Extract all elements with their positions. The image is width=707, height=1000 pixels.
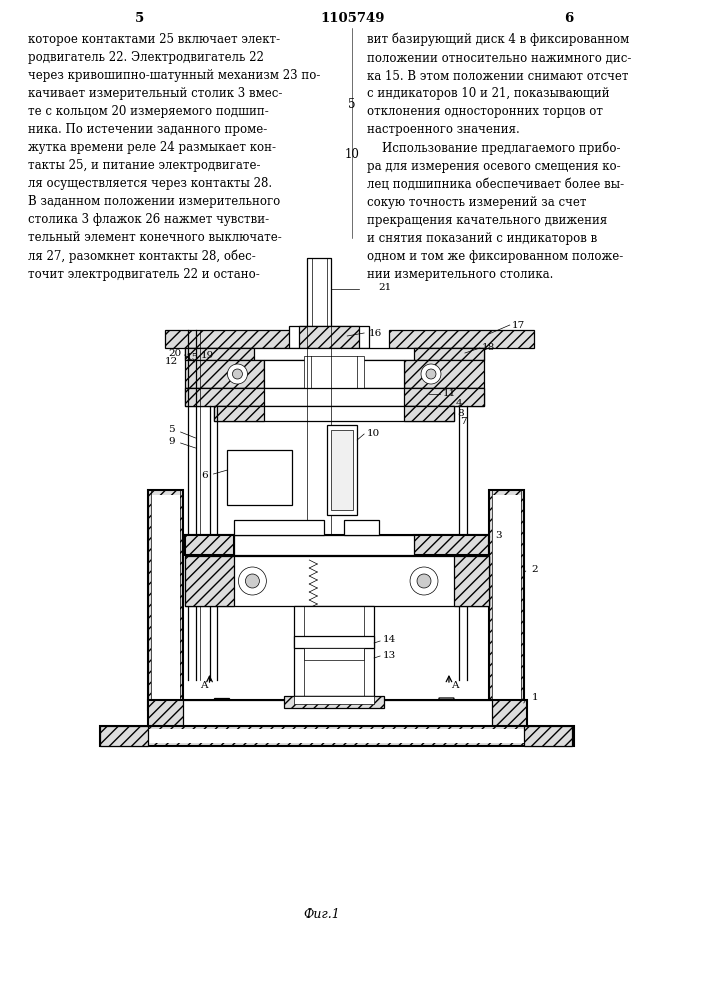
- Circle shape: [238, 567, 267, 595]
- Bar: [165, 330, 309, 348]
- Bar: [304, 648, 364, 660]
- Bar: [235, 535, 414, 555]
- Text: 9: 9: [168, 436, 175, 446]
- Text: 1105749: 1105749: [320, 11, 385, 24]
- Text: 20: 20: [168, 349, 181, 358]
- Bar: [389, 330, 534, 348]
- Bar: [185, 535, 235, 555]
- Bar: [185, 556, 235, 606]
- Circle shape: [410, 567, 438, 595]
- Text: 2: 2: [532, 566, 538, 574]
- Bar: [327, 425, 357, 515]
- Text: 10: 10: [345, 148, 360, 161]
- Bar: [185, 348, 484, 360]
- Bar: [489, 490, 524, 710]
- Text: 10: 10: [366, 428, 380, 438]
- Circle shape: [417, 574, 431, 588]
- Bar: [148, 700, 527, 730]
- Bar: [100, 726, 573, 746]
- Text: 11: 11: [443, 388, 455, 397]
- Bar: [414, 535, 489, 555]
- Bar: [299, 326, 359, 348]
- Bar: [185, 535, 489, 555]
- Bar: [214, 406, 264, 421]
- Bar: [344, 520, 379, 535]
- Bar: [454, 556, 489, 606]
- Bar: [404, 406, 454, 421]
- Bar: [103, 729, 571, 743]
- Bar: [182, 700, 492, 730]
- Bar: [294, 636, 374, 648]
- Text: 5: 5: [349, 99, 356, 111]
- Bar: [151, 495, 180, 705]
- Bar: [148, 490, 182, 710]
- Circle shape: [228, 364, 247, 384]
- Circle shape: [426, 369, 436, 379]
- Text: 3: 3: [496, 532, 502, 540]
- Text: 16: 16: [368, 328, 382, 338]
- Bar: [294, 696, 374, 704]
- Text: вит базирующий диск 4 в фиксированном
положении относительно нажимного дис-
ка 1: вит базирующий диск 4 в фиксированном по…: [367, 33, 631, 281]
- Text: 7: 7: [460, 418, 467, 426]
- Text: A: A: [451, 682, 459, 690]
- Text: A: A: [200, 682, 207, 690]
- Text: Фиг.1: Фиг.1: [303, 908, 339, 922]
- Bar: [308, 258, 331, 688]
- Bar: [404, 388, 484, 406]
- Bar: [404, 360, 484, 388]
- Text: которое контактами 25 включает элект-
родвигатель 22. Электродвигатель 22
через : которое контактами 25 включает элект- ро…: [28, 33, 320, 281]
- Bar: [294, 606, 374, 696]
- Text: 13: 13: [382, 650, 396, 660]
- Text: 18: 18: [482, 342, 496, 352]
- Bar: [185, 388, 484, 406]
- Text: 4: 4: [455, 398, 462, 408]
- Bar: [185, 556, 489, 606]
- Polygon shape: [439, 698, 489, 726]
- Text: 5: 5: [135, 11, 144, 24]
- Bar: [331, 430, 354, 510]
- Text: 1: 1: [532, 694, 538, 702]
- Text: 17: 17: [512, 320, 525, 330]
- Circle shape: [421, 364, 441, 384]
- Text: 8: 8: [457, 408, 464, 418]
- Bar: [284, 696, 384, 708]
- Text: 14: 14: [382, 636, 396, 645]
- Bar: [308, 258, 331, 331]
- Bar: [414, 348, 484, 360]
- Bar: [492, 495, 521, 705]
- Bar: [100, 726, 148, 746]
- Polygon shape: [199, 698, 259, 726]
- Text: 21: 21: [378, 284, 392, 292]
- Bar: [185, 348, 255, 360]
- Circle shape: [245, 574, 259, 588]
- Bar: [214, 406, 454, 421]
- Text: 6: 6: [201, 471, 208, 480]
- Bar: [228, 450, 292, 505]
- Bar: [289, 326, 369, 348]
- Text: 6: 6: [564, 11, 573, 24]
- Bar: [304, 356, 364, 392]
- Text: 5: 5: [168, 426, 175, 434]
- Bar: [235, 520, 325, 535]
- Text: 19: 19: [201, 351, 214, 360]
- Bar: [185, 388, 264, 406]
- Text: 12: 12: [165, 357, 178, 365]
- Bar: [524, 726, 572, 746]
- Bar: [185, 360, 264, 388]
- Bar: [264, 360, 404, 388]
- Text: 15: 15: [186, 353, 199, 361]
- Circle shape: [233, 369, 243, 379]
